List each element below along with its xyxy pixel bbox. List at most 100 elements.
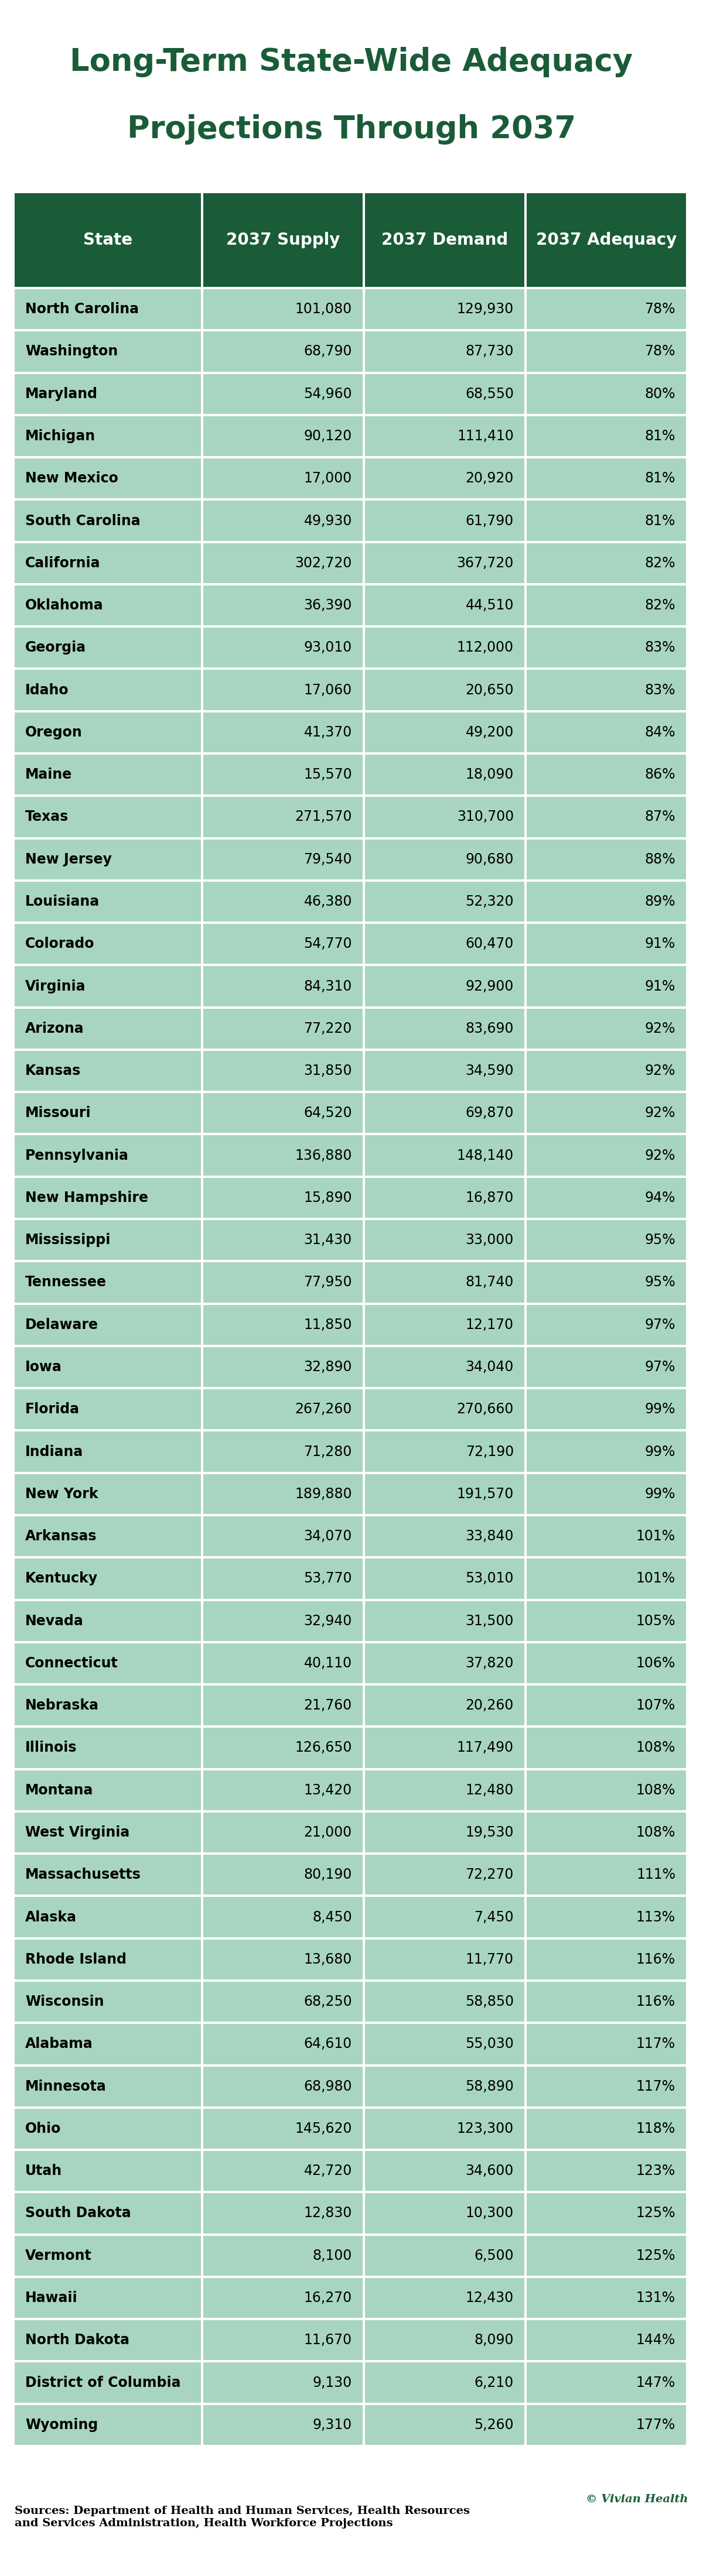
Bar (527, 417, 686, 456)
Bar (365, 755, 524, 793)
Bar (527, 1728, 686, 1767)
Bar (365, 714, 524, 752)
Bar (527, 1136, 686, 1175)
Bar (203, 1303, 363, 1345)
Text: 37,820: 37,820 (465, 1656, 514, 1669)
Text: Michigan: Michigan (25, 430, 96, 443)
Text: 49,930: 49,930 (304, 513, 352, 528)
Bar (527, 1558, 686, 1600)
Bar (15, 1814, 201, 1852)
Text: 79,540: 79,540 (304, 853, 352, 866)
Bar (15, 1262, 201, 1303)
Bar (203, 1221, 363, 1260)
Text: Rhode Island: Rhode Island (25, 1953, 127, 1965)
Bar (15, 1347, 201, 1386)
Bar (15, 1221, 201, 1260)
Text: Missouri: Missouri (25, 1105, 91, 1121)
Bar (527, 1981, 686, 2022)
Bar (15, 2362, 201, 2403)
Bar (203, 1473, 363, 1515)
Bar (15, 1728, 201, 1767)
Text: 82%: 82% (645, 598, 676, 613)
Text: 41,370: 41,370 (304, 726, 352, 739)
Text: North Dakota: North Dakota (25, 2334, 129, 2347)
Bar (527, 289, 686, 330)
Bar (15, 670, 201, 711)
Bar (527, 2321, 686, 2360)
Text: 68,790: 68,790 (304, 345, 352, 358)
Bar (527, 1473, 686, 1515)
Text: Ohio: Ohio (25, 2123, 61, 2136)
Text: 83,690: 83,690 (465, 1023, 514, 1036)
Bar (203, 1643, 363, 1682)
Text: Nebraska: Nebraska (25, 1698, 99, 1713)
Text: 118%: 118% (636, 2123, 676, 2136)
Text: California: California (25, 556, 101, 569)
Text: 12,830: 12,830 (304, 2205, 352, 2221)
Text: 58,850: 58,850 (465, 1994, 514, 2009)
Text: Washington: Washington (25, 345, 118, 358)
Bar (527, 966, 686, 1007)
Text: Florida: Florida (25, 1401, 79, 1417)
Text: Louisiana: Louisiana (25, 894, 100, 909)
Bar (15, 1051, 201, 1090)
Text: Kansas: Kansas (25, 1064, 81, 1077)
Bar (527, 374, 686, 415)
Bar (365, 1940, 524, 1978)
Text: 10,300: 10,300 (465, 2205, 514, 2221)
Text: 92%: 92% (645, 1064, 676, 1077)
Bar (527, 840, 686, 878)
Bar (15, 2025, 201, 2063)
Bar (527, 1643, 686, 1682)
Bar (527, 2236, 686, 2275)
Text: Utah: Utah (25, 2164, 62, 2179)
Bar (203, 1814, 363, 1852)
Bar (15, 2277, 201, 2318)
Bar (203, 2110, 363, 2148)
Bar (15, 2151, 201, 2192)
Text: Vermont: Vermont (25, 2249, 92, 2262)
Text: Long-Term State-Wide Adequacy: Long-Term State-Wide Adequacy (70, 46, 633, 77)
Text: 53,010: 53,010 (465, 1571, 514, 1587)
Bar (15, 1940, 201, 1978)
Text: 95%: 95% (645, 1275, 676, 1291)
Bar (15, 544, 201, 582)
Bar (365, 1388, 524, 1430)
Text: 78%: 78% (645, 345, 676, 358)
Bar (203, 966, 363, 1007)
Text: Wyoming: Wyoming (25, 2419, 98, 2432)
Text: 95%: 95% (645, 1234, 676, 1247)
Bar (527, 2192, 686, 2233)
Bar (527, 1092, 686, 1133)
Bar (365, 500, 524, 541)
Text: 68,980: 68,980 (304, 2079, 352, 2094)
Bar (527, 1685, 686, 1726)
Text: 34,040: 34,040 (465, 1360, 514, 1373)
Bar (203, 1600, 363, 1641)
Bar (203, 2362, 363, 2403)
Text: 60,470: 60,470 (465, 938, 514, 951)
Bar (365, 459, 524, 497)
Text: 84,310: 84,310 (304, 979, 352, 994)
Bar (203, 1347, 363, 1386)
Text: 148,140: 148,140 (457, 1149, 514, 1162)
Text: 21,760: 21,760 (304, 1698, 352, 1713)
Text: 52,320: 52,320 (465, 894, 514, 909)
Bar (527, 1303, 686, 1345)
Text: Alaska: Alaska (25, 1909, 77, 1924)
Bar (365, 1347, 524, 1386)
Text: 112,000: 112,000 (457, 641, 514, 654)
Bar (203, 1940, 363, 1978)
Text: 64,520: 64,520 (304, 1105, 352, 1121)
Text: 49,200: 49,200 (465, 726, 514, 739)
Bar (527, 714, 686, 752)
Text: 12,170: 12,170 (465, 1319, 514, 1332)
Text: 54,770: 54,770 (304, 938, 352, 951)
Bar (203, 2321, 363, 2360)
Text: 44,510: 44,510 (465, 598, 514, 613)
Text: 32,940: 32,940 (304, 1615, 352, 1628)
Text: 90,680: 90,680 (465, 853, 514, 866)
Bar (527, 1388, 686, 1430)
Text: Arkansas: Arkansas (25, 1530, 97, 1543)
Text: New Mexico: New Mexico (25, 471, 118, 484)
